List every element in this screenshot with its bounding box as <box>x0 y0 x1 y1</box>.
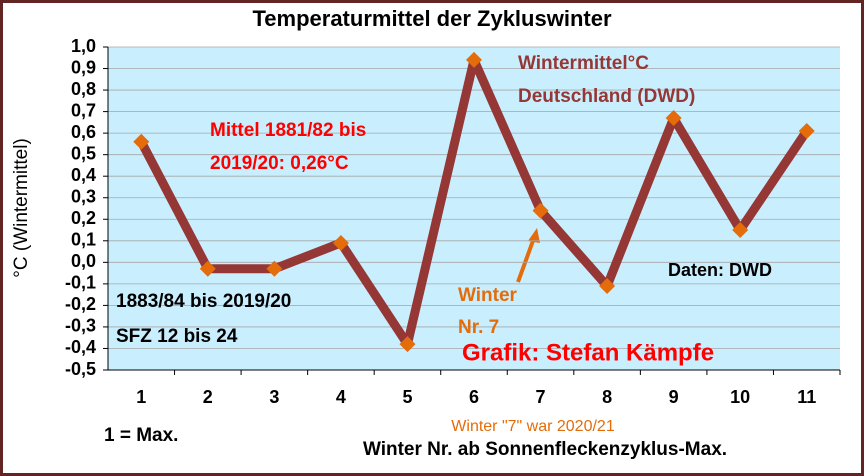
y-tick-label: -0,4 <box>65 337 96 357</box>
x-tick-label: 10 <box>730 387 750 407</box>
y-tick-label: 0,4 <box>71 165 96 185</box>
marker <box>266 260 283 277</box>
marker <box>798 122 815 139</box>
y-tick-label: 0,0 <box>71 251 96 271</box>
y-tick-label: 0,8 <box>71 79 96 99</box>
x-tick-label: 1 <box>136 387 146 407</box>
y-tick-label: -0,2 <box>65 294 96 314</box>
x-tick-label: 6 <box>469 387 479 407</box>
x-axis-label: Winter Nr. ab Sonnenfleckenzyklus-Max. <box>363 439 727 460</box>
annotation: 2019/20: 0,26°C <box>210 153 349 174</box>
annotation: Wintermittel°C <box>518 53 649 74</box>
y-tick-label: -0,5 <box>65 359 96 379</box>
y-tick-label: 0,7 <box>71 100 96 120</box>
y-axis-label: °C (Wintermittel) <box>11 138 32 278</box>
marker <box>199 260 216 277</box>
y-tick-label: 0,5 <box>71 143 96 163</box>
x-tick-label: 3 <box>269 387 279 407</box>
x-tick-label: 4 <box>336 387 346 407</box>
y-tick-label: 0,9 <box>71 57 96 77</box>
annotation: Grafik: Stefan Kämpfe <box>462 339 714 366</box>
y-tick-label: 0,1 <box>71 230 96 250</box>
annotation: Winter "7" war 2020/21 <box>451 418 615 435</box>
plot-area <box>108 47 840 370</box>
y-tick-label: 1,0 <box>71 36 96 56</box>
annotation: 1883/84 bis 2019/20 <box>116 291 291 312</box>
marker <box>532 202 549 219</box>
marker <box>665 110 682 127</box>
y-tick-label: 0,6 <box>71 122 96 142</box>
annotation: Mittel 1881/82 bis <box>210 120 366 141</box>
y-tick-label: -0,1 <box>65 273 96 293</box>
annotation: Deutschland (DWD) <box>518 86 695 107</box>
x-tick-label: 5 <box>402 387 412 407</box>
arrow-head <box>528 228 540 243</box>
x-tick-label: 2 <box>203 387 213 407</box>
marker <box>466 51 482 68</box>
x-tick-label: 9 <box>669 387 679 407</box>
marker <box>732 222 749 239</box>
arrow <box>516 237 536 283</box>
y-tick-label: 0,3 <box>71 186 96 206</box>
marker <box>599 278 616 295</box>
annotation: SFZ 12 bis 24 <box>116 326 238 347</box>
marker <box>133 133 150 150</box>
x-tick-label: 7 <box>536 387 546 407</box>
annotation: 1 = Max. <box>104 425 178 446</box>
annotation: Daten: DWD <box>668 260 772 280</box>
x-tick-label: 8 <box>602 387 612 407</box>
x-tick-label: 11 <box>797 387 816 407</box>
y-tick-label: -0,3 <box>65 316 96 336</box>
annotation: Nr. 7 <box>458 317 499 338</box>
marker <box>332 234 349 251</box>
annotation: Winter <box>458 285 518 306</box>
y-tick-label: 0,2 <box>71 208 96 228</box>
marker <box>399 336 416 353</box>
chart-title: Temperaturmittel der Zykluswinter <box>252 6 611 31</box>
